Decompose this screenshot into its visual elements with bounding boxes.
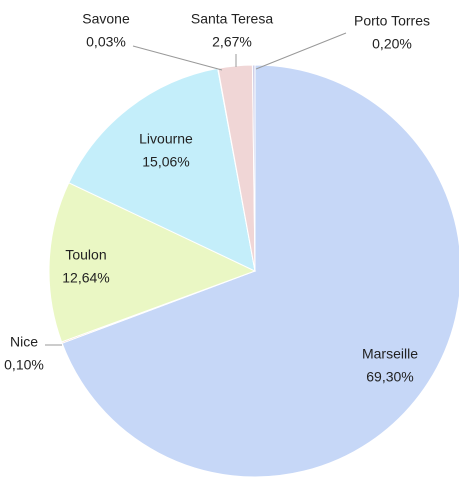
value-label: 12,64% — [62, 270, 109, 286]
slice-label: Livourne — [139, 131, 193, 147]
value-label: 2,67% — [212, 34, 252, 50]
leader-line — [132, 45, 223, 71]
slice — [68, 67, 256, 272]
slice-label: Savone — [82, 11, 130, 27]
slice-label: Marseille — [362, 346, 418, 362]
value-label: 69,30% — [366, 369, 413, 385]
slice-label: Nice — [10, 334, 38, 350]
labels: Marseille 69,30% Nice 0,10% Toulon 12,64% Livo… — [4, 11, 430, 385]
slice — [251, 64, 256, 272]
value-label: 0,20% — [372, 36, 412, 52]
value-label: 15,06% — [142, 154, 189, 170]
slice-label: Porto Torres — [354, 13, 430, 29]
value-label: 0,10% — [4, 357, 44, 373]
slice — [61, 64, 459, 478]
slice-label: Santa Teresa — [191, 11, 273, 27]
leader-line — [255, 32, 347, 70]
slice — [48, 182, 257, 343]
value-label: 0,03% — [86, 34, 126, 50]
pie — [48, 64, 459, 478]
slice-label: Toulon — [65, 247, 106, 263]
